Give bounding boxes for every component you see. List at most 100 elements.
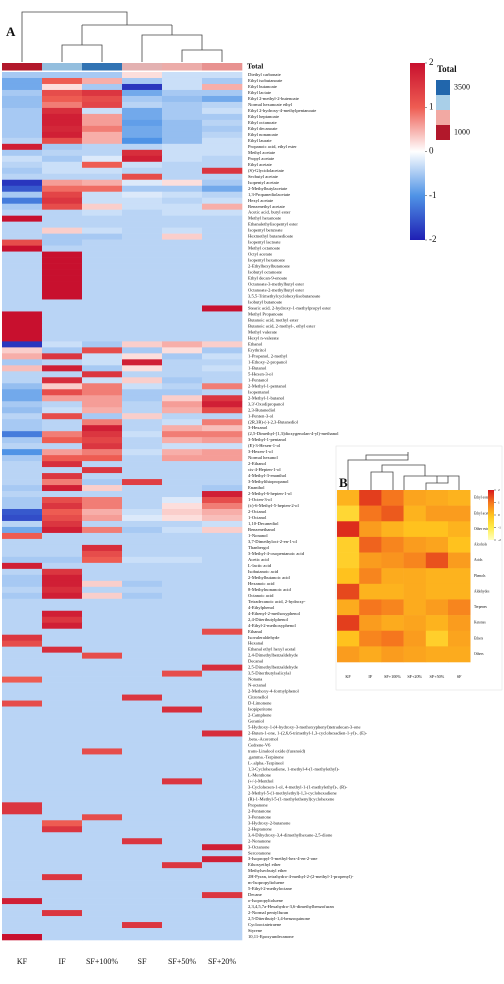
heatmap-cell	[2, 508, 43, 516]
total-cell	[162, 63, 203, 71]
heatmap-cell	[42, 532, 83, 540]
heatmap-cell	[42, 628, 83, 636]
heatmap-cell	[202, 862, 243, 869]
heatmap-cell	[202, 467, 243, 474]
heatmap-cell	[42, 844, 83, 851]
heatmap-cell	[162, 347, 203, 354]
heatmap-cell	[82, 748, 123, 755]
heatmap-cell	[162, 748, 203, 755]
heatmap-cell	[42, 263, 83, 270]
heatmap-cell	[202, 251, 243, 258]
heatmap-cell	[162, 922, 203, 929]
heatmap-cell	[2, 455, 43, 462]
heatmap-cell	[2, 568, 43, 576]
row-label: Acetic acid	[248, 557, 269, 562]
heatmap-cell	[82, 868, 123, 875]
heatmap-cell	[162, 652, 203, 659]
heatmap-cell	[82, 359, 123, 366]
heatmap-cell	[202, 628, 243, 636]
row-label: 1,10-Decanediol	[248, 521, 279, 527]
heatmap-cell	[42, 880, 83, 887]
heatmap-cell	[2, 437, 43, 444]
heatmap-cell	[202, 425, 243, 432]
heatmap-cell	[403, 630, 427, 647]
heatmap-cell	[202, 778, 243, 785]
row-label: 2-Methyl-6-hepten-1-ol	[248, 491, 292, 496]
heatmap-cell	[162, 287, 203, 294]
heatmap-cell	[162, 928, 203, 935]
heatmap-cell	[162, 401, 203, 408]
heatmap-cell	[82, 778, 123, 785]
heatmap-cell	[122, 556, 163, 564]
heatmap-cell	[42, 311, 83, 318]
heatmap-cell	[42, 748, 83, 755]
heatmap-cell	[202, 586, 243, 594]
heatmap-cell	[202, 113, 243, 121]
heatmap-cell	[2, 736, 43, 743]
heatmap-cell	[42, 101, 83, 109]
heatmap-cell	[42, 191, 83, 199]
row-label: Propanoic acid, ethyl ester	[248, 144, 297, 150]
heatmap-cell	[162, 784, 203, 791]
heatmap-cell	[359, 646, 382, 663]
heatmap-cell	[337, 646, 360, 663]
heatmap-cell	[202, 814, 243, 821]
heatmap-cell	[122, 467, 163, 474]
heatmap-cell	[2, 72, 43, 79]
heatmap-cell	[82, 754, 123, 761]
heatmap-cell	[403, 505, 427, 522]
heatmap-cell	[202, 838, 243, 845]
heatmap-cell	[122, 550, 163, 558]
heatmap-cell	[162, 694, 203, 701]
heatmap-cell	[82, 239, 123, 246]
heatmap-cell	[82, 682, 123, 689]
row-label: 3-Hydroxy-2-butanone	[248, 820, 290, 825]
heatmap-cell	[202, 413, 243, 420]
row-label: Alcohols	[474, 543, 488, 547]
heatmap-cell	[42, 317, 83, 324]
heatmap-cell	[42, 329, 83, 336]
heatmap-cell	[162, 443, 203, 450]
heatmap-cell	[82, 910, 123, 917]
heatmap-cell	[42, 862, 83, 869]
heatmap-cell	[122, 503, 163, 510]
heatmap-cell	[202, 874, 243, 881]
row-label: Hexanoic acid	[248, 581, 275, 586]
legend-label: 3500	[454, 82, 470, 91]
heatmap-cell	[122, 604, 163, 612]
heatmap-cell	[82, 101, 123, 109]
heatmap-cell	[162, 730, 203, 737]
heatmap-cell	[202, 712, 243, 719]
heatmap-cell	[162, 221, 203, 228]
heatmap-cell	[202, 161, 243, 169]
heatmap-cell	[2, 383, 43, 390]
heatmap-cell	[2, 730, 43, 737]
heatmap-cell	[42, 712, 83, 719]
heatmap-cell	[202, 449, 243, 456]
heatmap-cell	[42, 886, 83, 893]
heatmap-cell	[122, 598, 163, 606]
row-label: 8-Methylnonanoic acid	[248, 587, 291, 592]
heatmap-cell	[82, 461, 123, 468]
heatmap-cell	[162, 83, 203, 91]
row-label: 2-Ethylhexylbutanoate	[248, 264, 290, 269]
heatmap-cell	[122, 874, 163, 881]
heatmap-cell	[42, 119, 83, 127]
heatmap-cell	[42, 766, 83, 773]
heatmap-cell	[82, 628, 123, 636]
heatmap-cell	[82, 616, 123, 624]
heatmap-cell	[448, 505, 471, 522]
heatmap-cell	[2, 886, 43, 893]
heatmap-cell	[82, 658, 123, 665]
heatmap-cell	[42, 580, 83, 588]
heatmap-cell	[122, 862, 163, 869]
heatmap-cell	[42, 203, 83, 210]
heatmap-cell	[202, 550, 243, 558]
heatmap-cell	[202, 556, 243, 564]
heatmap-cell	[425, 505, 449, 522]
heatmap-cell	[162, 682, 203, 689]
heatmap-cell	[122, 269, 163, 276]
heatmap-cell	[162, 479, 203, 486]
heatmap-cell	[2, 928, 43, 935]
heatmap-cell	[42, 179, 83, 187]
